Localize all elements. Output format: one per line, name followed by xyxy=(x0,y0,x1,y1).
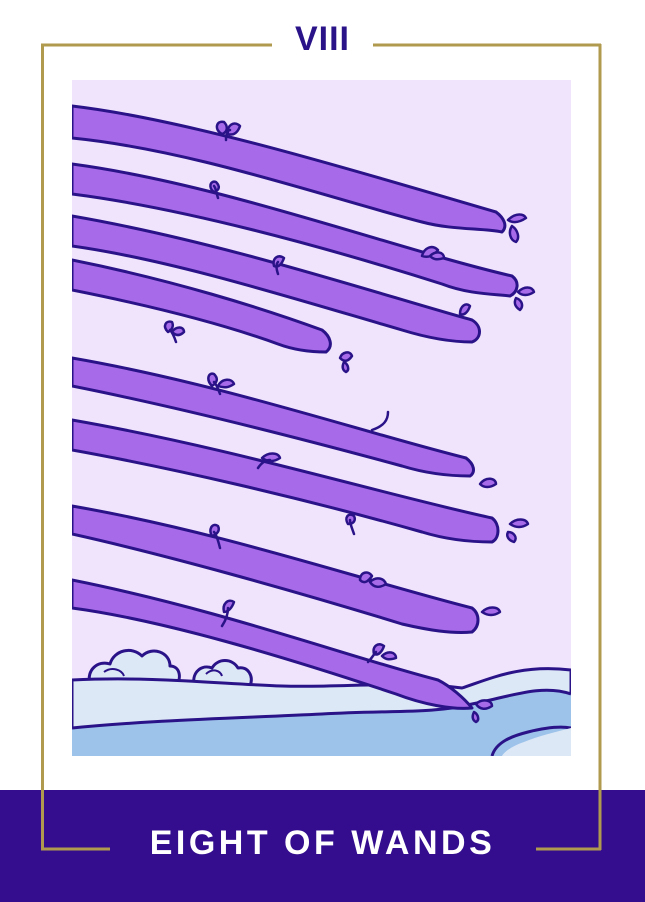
leaf xyxy=(216,378,236,389)
leaf xyxy=(226,122,242,136)
card-title: EIGHT OF WANDS xyxy=(149,824,496,862)
bush-left xyxy=(87,648,181,688)
leaf xyxy=(513,296,524,312)
bush-right xyxy=(192,659,253,688)
leaf xyxy=(471,710,480,724)
leaf xyxy=(215,120,228,136)
title-band xyxy=(0,790,645,902)
wand-5 xyxy=(72,356,475,478)
leaf xyxy=(358,571,374,584)
leaf xyxy=(341,360,350,374)
leaf xyxy=(480,606,502,617)
leaf xyxy=(428,251,446,261)
wand-7 xyxy=(72,504,480,634)
card-number: VIII xyxy=(294,20,351,58)
leaf xyxy=(478,477,498,489)
leaf xyxy=(420,245,440,258)
leaf xyxy=(474,699,494,710)
leaf xyxy=(380,651,398,661)
leaf xyxy=(516,286,536,297)
leaf xyxy=(458,303,472,316)
water xyxy=(72,690,571,756)
leaf xyxy=(508,518,530,529)
wand-2 xyxy=(72,162,519,298)
leaf xyxy=(508,224,520,244)
leaf xyxy=(170,326,186,337)
leaf xyxy=(506,213,528,224)
leaf xyxy=(368,577,388,588)
wand-1 xyxy=(72,104,507,234)
card-artwork xyxy=(72,80,571,756)
leaf xyxy=(506,530,517,544)
wand-6 xyxy=(72,418,500,544)
wand-8 xyxy=(72,578,474,710)
leaf xyxy=(338,351,354,362)
wand-4 xyxy=(72,258,332,354)
